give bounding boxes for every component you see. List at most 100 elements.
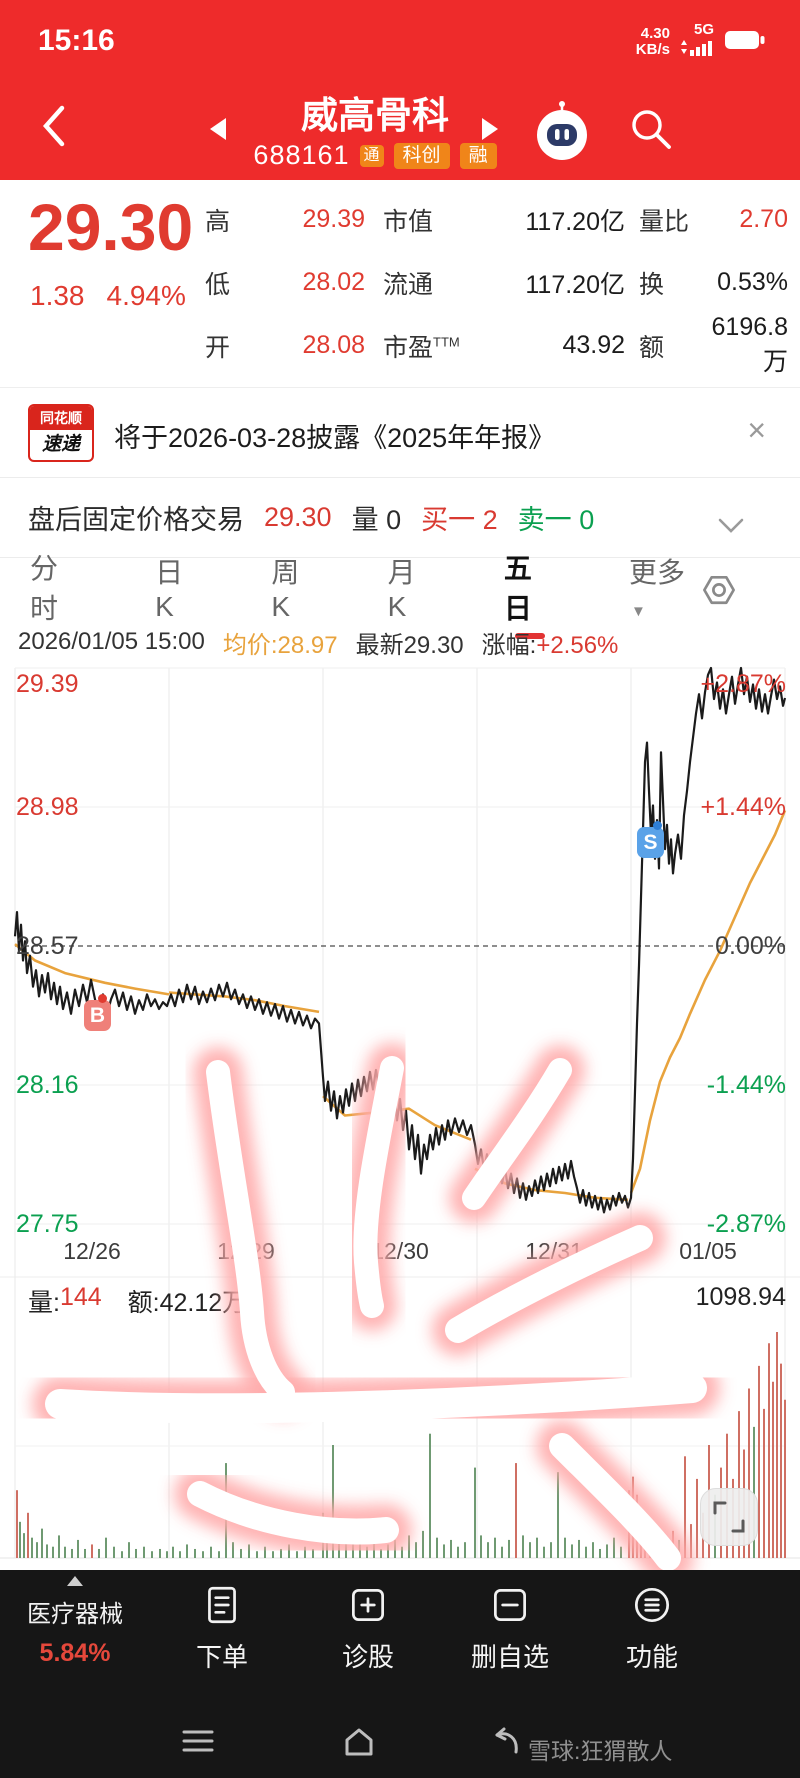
price-change: 1.38 4.94% [30, 280, 186, 312]
chart-change: 涨幅:+2.56% [481, 631, 619, 659]
x-axis-date-label: 12/29 [217, 1238, 275, 1264]
quote-stats-row: 低 28.02 流通 117.20亿换 0.53% [205, 251, 788, 314]
y-axis-percent-label: 0.00% [715, 932, 786, 960]
active-tab-underline [515, 633, 546, 639]
quote-stats-grid: 高 29.39 市值 117.20亿 量比 2.70 低 28.02 流通 117.20亿换 0.5… [205, 188, 788, 377]
ask-one: 卖一 0 [517, 505, 595, 535]
bottom-bar: 医疗器械 5.84% 下单 诊股 删自选 功能 雪球:狂猬散人 [0, 1570, 800, 1778]
after-hours-volume: 量 0 [351, 505, 402, 535]
x-axis-date-label: 12/30 [371, 1238, 429, 1264]
marker-dot [98, 994, 107, 1003]
stat-value: 117.20亿 [525, 207, 625, 236]
stat-label: 市值 [383, 207, 434, 236]
network-type-label: 5G [693, 21, 714, 38]
chart-period-tabs: 分时 日K 周K 月K 五日 更多▼ [0, 553, 800, 639]
stat-value: 0.53% [717, 268, 788, 296]
nav-item-诊股[interactable]: 诊股 [308, 1582, 428, 1674]
collapse-arrow-icon [67, 1576, 83, 1586]
nav-item-label: 诊股 [341, 1642, 394, 1672]
change-value: 1.38 [30, 280, 85, 311]
news-text[interactable]: 将于2026-03-28披露《2025年年报》 [114, 423, 556, 453]
sector-name: 医疗器械 [27, 1601, 123, 1628]
tab-周K[interactable]: 周K [271, 557, 300, 622]
nav-item-删自选[interactable]: 删自选 [450, 1582, 570, 1674]
stat-label: 高 [205, 207, 231, 236]
network-speed: 4.30 KB/s [635, 25, 670, 58]
status-time: 15:16 [38, 24, 115, 57]
buy-marker: B [84, 1000, 111, 1031]
watermark: 雪球:狂猬散人 [528, 1738, 673, 1764]
sector-change-percent: 5.84% [39, 1639, 111, 1667]
y-axis-price-label: 28.16 [16, 1071, 79, 1099]
nav-item-下单[interactable]: 下单 [162, 1582, 282, 1674]
y-axis-price-label: 28.57 [16, 932, 79, 960]
system-nav: 雪球:狂猬散人 [0, 1710, 800, 1778]
sell-marker: S [637, 827, 664, 858]
ai-assistant-icon[interactable] [533, 100, 591, 167]
quote-stats-row: 开 28.08 市盈TTM 43.92 额 6196.8万 [205, 313, 788, 377]
system-menu-icon[interactable] [180, 1726, 216, 1761]
tab-五日[interactable]: 五日 [504, 539, 557, 641]
tab-月K[interactable]: 月K [387, 557, 416, 622]
stat-value: 43.92 [562, 331, 625, 359]
nav-item-label: 功能 [625, 1642, 678, 1672]
nav-item-功能[interactable]: 功能 [592, 1582, 712, 1674]
last-price: 29.30 [28, 190, 194, 264]
stat-label: 额 [639, 333, 665, 362]
tab-分时[interactable]: 分时 [30, 553, 59, 624]
margin-tag: 融 [459, 142, 497, 169]
after-hours-row[interactable]: 盘后固定价格交易 29.30 量 0 买一 2 卖一 0 [0, 478, 800, 558]
badge-express: 速递 [41, 434, 80, 455]
status-icons: 4.30 KB/s 5G [636, 22, 766, 62]
stat-value: 2.70 [739, 205, 788, 233]
change-percent: 4.94% [106, 280, 186, 311]
system-back-icon[interactable] [488, 1726, 522, 1763]
remove-minus-icon [450, 1582, 570, 1633]
prev-stock-arrow-icon[interactable] [210, 118, 226, 140]
stat-label: 市盈TTM [383, 333, 460, 362]
functions-menu-icon [592, 1582, 712, 1633]
system-home-icon[interactable] [342, 1726, 376, 1763]
network-status: 5G [680, 22, 714, 62]
marker-dot [653, 821, 662, 830]
stat-label: 量比 [639, 207, 690, 236]
stock-code: 688161 [253, 140, 350, 170]
chart-last-price: 最新29.30 [355, 631, 464, 659]
back-chevron-icon[interactable] [40, 104, 68, 153]
chevron-down-icon[interactable] [718, 510, 744, 541]
stat-label: 开 [205, 333, 231, 362]
after-hours-price: 29.30 [264, 502, 332, 532]
badge-brand: 同花顺 [30, 406, 92, 430]
stat-value: 6196.8万 [711, 313, 788, 376]
tab-日K[interactable]: 日K [155, 557, 184, 622]
nav-item-label: 删自选 [470, 1642, 549, 1672]
bid-one: 买一 2 [421, 505, 498, 535]
app-header: 15:16 4.30 KB/s 5G [0, 0, 800, 180]
x-axis-date-label: 01/05 [679, 1238, 737, 1264]
signal-bars-icon [680, 37, 714, 62]
x-axis-date-label: 12/31 [525, 1238, 583, 1264]
search-icon[interactable] [628, 106, 674, 157]
volume-scale-max: 1098.94 [695, 1283, 786, 1311]
stat-label: 流通 [383, 270, 434, 299]
y-axis-percent-label: -2.87% [706, 1210, 786, 1238]
fullscreen-expand-button[interactable] [700, 1488, 758, 1546]
order-doc-icon [162, 1582, 282, 1633]
close-icon[interactable]: × [747, 412, 766, 448]
stat-value: 28.08 [302, 331, 365, 359]
connect-badge: 通 [359, 144, 384, 167]
y-axis-percent-label: +1.44% [700, 793, 787, 821]
stock-title-block: 威高骨科 688161 通 科创 融 [150, 96, 600, 171]
after-hours-label: 盘后固定价格交易 [28, 505, 244, 535]
stat-label: 换 [639, 270, 665, 299]
stat-value: 117.20亿 [525, 270, 625, 299]
dropdown-caret-icon: ▼ [630, 603, 646, 620]
sector-panel-toggle[interactable]: 医疗器械 5.84% [20, 1576, 130, 1668]
x-axis-date-label: 12/26 [63, 1238, 121, 1264]
chart-avg-price: 均价:28.97 [222, 631, 338, 659]
next-stock-arrow-icon[interactable] [482, 118, 498, 140]
stat-value: 28.02 [302, 268, 365, 296]
chart-settings-icon[interactable] [702, 572, 736, 613]
diagnose-plus-icon [308, 1582, 428, 1633]
tab-更多[interactable]: 更多▼ [628, 557, 685, 620]
